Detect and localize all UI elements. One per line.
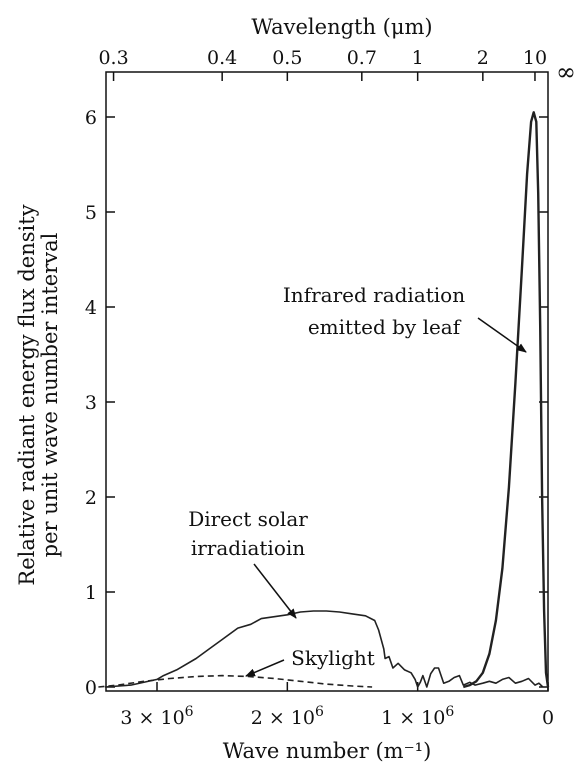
- y-tick-label: 4: [85, 297, 97, 319]
- annotation-skylight: Skylight: [291, 646, 375, 670]
- top-axis-infinity-label: ∞: [556, 58, 575, 86]
- series-skylight-line: [98, 674, 373, 688]
- y-tick-label: 3: [85, 392, 97, 414]
- annotation-solar-line2: irradiatioin: [191, 536, 305, 560]
- top-tick-label: 0.5: [272, 47, 302, 69]
- top-tick-label: 1: [412, 47, 424, 69]
- y-tick-label: 6: [85, 107, 97, 129]
- annotation-infrared-line1: Infrared radiation: [283, 283, 465, 307]
- annotation-infrared-arrow: [477, 317, 527, 353]
- y-axis-title-line1: Relative radiant energy flux density: [15, 204, 39, 585]
- y-tick-label: 0: [85, 677, 97, 699]
- y-tick-label: 1: [85, 582, 97, 604]
- plot-frame: [105, 71, 549, 692]
- top-axis-ticks: 0.3 0.4 0.5 0.7 1 2 10: [98, 47, 547, 81]
- top-tick-label: 2: [477, 47, 489, 69]
- top-tick-label: 10: [523, 47, 547, 69]
- x-tick-label: 0: [542, 707, 554, 729]
- x-tick-label: 3 × 106: [120, 704, 193, 729]
- series-infrared-line: [462, 111, 550, 689]
- x-axis-ticks: 3 × 106 2 × 106 1 × 106 0: [120, 682, 554, 729]
- series-layer: [98, 111, 550, 689]
- annotation-solar-line1: Direct solar: [188, 507, 308, 531]
- annotation-skylight-arrow: [245, 659, 285, 677]
- top-tick-label: 0.7: [347, 47, 377, 69]
- top-tick-label: 0.3: [98, 47, 128, 69]
- x-axis-title: Wave number (m⁻¹): [223, 739, 432, 763]
- annotation-solar-arrow: [253, 563, 297, 619]
- y-tick-label: 2: [85, 487, 97, 509]
- annotation-infrared-line2: emitted by leaf: [308, 315, 462, 339]
- series-solar-line: [104, 610, 544, 688]
- top-tick-label: 0.4: [207, 47, 237, 69]
- y-axis-title-line2: per unit wave number interval: [38, 232, 62, 557]
- y-tick-label: 5: [85, 202, 97, 224]
- top-axis-title: Wavelength (μm): [251, 15, 432, 39]
- x-tick-label: 1 × 106: [381, 704, 454, 729]
- x-tick-label: 2 × 106: [251, 704, 324, 729]
